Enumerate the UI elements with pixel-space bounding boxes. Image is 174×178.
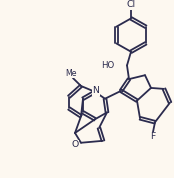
Text: Cl: Cl <box>126 0 136 9</box>
Text: O: O <box>71 140 79 149</box>
Text: N: N <box>93 86 99 95</box>
Text: F: F <box>150 132 156 141</box>
Text: Me: Me <box>65 69 77 78</box>
Text: HO: HO <box>101 61 114 70</box>
